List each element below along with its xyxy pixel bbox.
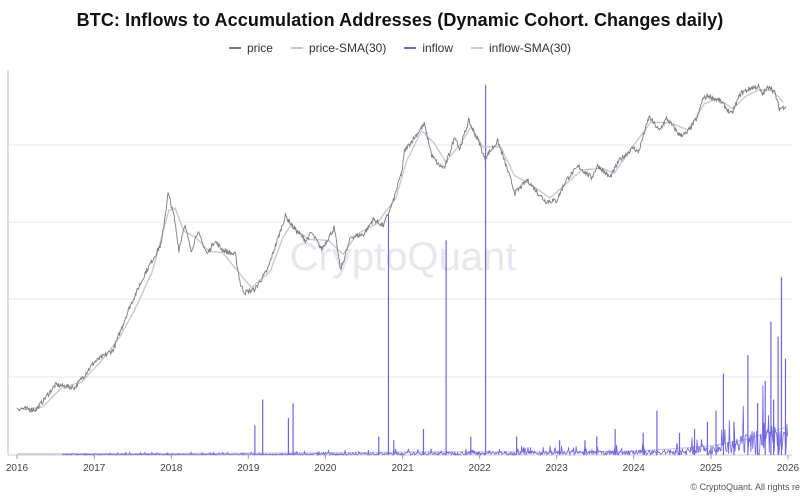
legend-item-price[interactable]: price — [228, 41, 273, 55]
x-tick-label-2025: 2025 — [700, 463, 723, 474]
x-tick-label-2024: 2024 — [623, 463, 646, 474]
watermark-text: CryptoQuant — [290, 235, 517, 279]
legend-swatch-price — [228, 47, 241, 49]
inflow-sma-series — [16, 426, 786, 455]
legend-swatch-inflow-sma — [471, 47, 484, 49]
x-tick-label-2023: 2023 — [546, 463, 569, 474]
inflow-line — [61, 385, 788, 457]
x-tick-label-2022: 2022 — [469, 463, 492, 474]
grid-lines — [8, 144, 792, 378]
x-tick-label-2017: 2017 — [83, 463, 106, 474]
x-tick-label-2018: 2018 — [160, 463, 183, 474]
price-sma-line — [23, 89, 784, 411]
legend-item-inflow[interactable]: inflow — [404, 41, 453, 55]
price-line — [16, 82, 786, 414]
legend-swatch-price-sma — [290, 47, 303, 49]
x-tick-label-2019: 2019 — [237, 463, 260, 474]
legend-swatch-inflow — [404, 47, 417, 49]
chart-title: BTC: Inflows to Accumulation Addresses (… — [76, 10, 724, 30]
x-tick-label-2026: 2026 — [777, 463, 800, 474]
inflow-sma-line — [16, 426, 786, 455]
legend-label-inflow-sma: inflow-SMA(30) — [489, 41, 572, 55]
x-axis-ticks: 2016 2017 2018 2019 2020 2021 2022 2023 2024 2025… — [6, 455, 800, 474]
inflow-series — [61, 85, 788, 457]
legend-label-price: price — [246, 41, 273, 55]
copyright-footer: © CryptoQuant. All rights re — [690, 482, 800, 492]
x-tick-label-2020: 2020 — [314, 463, 337, 474]
legend-item-inflow-sma[interactable]: inflow-SMA(30) — [471, 41, 571, 55]
price-sma-series — [23, 89, 784, 411]
legend-item-price-sma[interactable]: price-SMA(30) — [290, 41, 387, 55]
legend-label-inflow: inflow — [422, 41, 454, 55]
price-series — [16, 82, 786, 414]
x-tick-label-2016: 2016 — [6, 463, 29, 474]
x-tick-label-2021: 2021 — [391, 463, 414, 474]
legend-label-price-sma: price-SMA(30) — [308, 41, 387, 55]
chart-legend: price price-SMA(30) inflow inflow-SMA(30… — [0, 41, 800, 55]
